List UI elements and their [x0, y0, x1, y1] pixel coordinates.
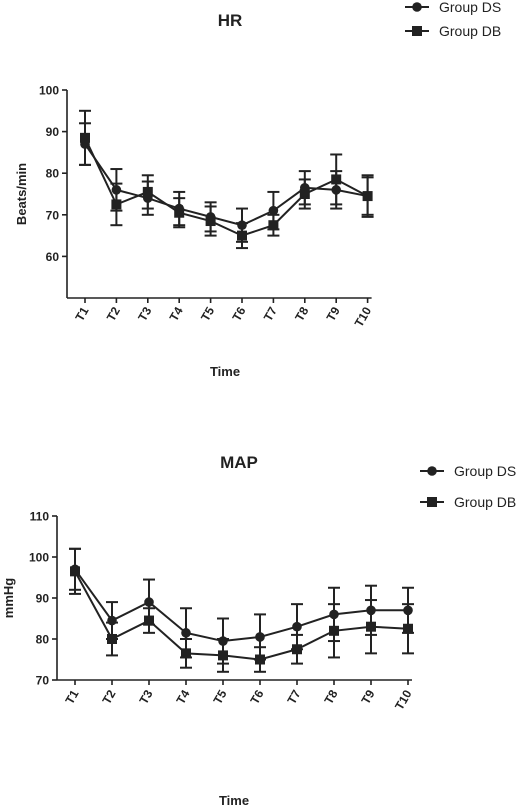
data-point	[181, 648, 191, 659]
x-tick-label: T4	[167, 304, 186, 323]
y-tick-label: 70	[46, 208, 60, 222]
data-point	[292, 644, 302, 655]
y-tick-label: 80	[36, 633, 50, 647]
data-point	[111, 199, 122, 210]
legend: Group DS Group DB	[405, 0, 501, 39]
series-group-db	[69, 547, 414, 673]
x-tick-label: T8	[292, 304, 311, 323]
y-axis-label: Beats/min	[14, 163, 29, 225]
x-tick-label: T6	[247, 687, 266, 706]
x-tick-label: T7	[284, 687, 303, 706]
legend-label: Group DB	[439, 23, 501, 39]
x-tick-label: T3	[135, 304, 154, 323]
x-tick-label: T10	[352, 304, 375, 329]
data-point	[181, 628, 191, 638]
legend-label: Group DS	[454, 463, 516, 479]
data-point	[331, 174, 342, 185]
data-point	[362, 191, 373, 202]
x-tick-label: T1	[62, 687, 81, 706]
legend-label: Group DB	[454, 494, 516, 510]
x-tick-label: T5	[198, 304, 217, 323]
y-tick-label: 90	[46, 125, 60, 139]
data-point	[70, 566, 80, 577]
y-tick-label: 80	[46, 167, 60, 181]
data-point	[329, 625, 339, 636]
legend-marker	[412, 2, 422, 12]
x-tick-label: T8	[321, 687, 340, 706]
x-tick-label: T7	[261, 304, 280, 323]
data-point	[403, 623, 413, 634]
data-point	[107, 634, 117, 644]
data-point	[144, 615, 154, 626]
data-point	[268, 220, 279, 231]
data-point	[299, 189, 310, 199]
legend: Group DS Group DB	[420, 463, 516, 510]
x-axis-label: Time	[210, 364, 240, 379]
y-tick-label: 70	[36, 674, 50, 688]
data-point	[366, 621, 376, 632]
y-tick-label: 60	[46, 250, 60, 264]
data-point	[174, 207, 185, 218]
y-tick-label: 100	[39, 84, 59, 98]
data-point	[255, 632, 265, 642]
chart-hr: HR 60 70 80 90 100 T1 T2 T3 T4 T5 T6 T7 T8 T9 T10 Time Be…	[14, 0, 501, 379]
x-tick-label: T9	[324, 304, 343, 323]
data-point	[142, 186, 153, 197]
x-tick-label: T2	[104, 304, 123, 323]
legend-marker	[427, 497, 437, 507]
x-tick-label: T6	[229, 304, 248, 323]
x-tick-label: T4	[173, 687, 192, 706]
data-point	[80, 132, 90, 143]
series-line	[74, 568, 408, 643]
data-point	[292, 621, 302, 632]
data-point	[218, 650, 228, 661]
legend-label: Group DS	[439, 0, 501, 15]
series-line	[84, 143, 368, 227]
x-tick-label: T2	[99, 687, 118, 706]
y-tick-label: 90	[36, 592, 50, 606]
y-axis-label: mmHg	[1, 578, 16, 619]
data-point	[144, 597, 154, 607]
series-line	[74, 570, 409, 661]
series-group-ds	[69, 547, 414, 665]
x-tick-label: T10	[392, 687, 415, 712]
legend-marker	[412, 26, 422, 36]
y-tick-label: 110	[30, 510, 50, 524]
data-point	[268, 205, 279, 216]
chart-title: HR	[218, 11, 243, 30]
data-point	[237, 230, 247, 241]
legend-marker	[427, 466, 437, 476]
data-point	[205, 216, 216, 227]
x-tick-label: T3	[136, 687, 155, 706]
chart-title: MAP	[220, 453, 258, 472]
x-tick-label: T5	[210, 687, 229, 706]
series-group-db	[79, 109, 374, 250]
x-axis-label: Time	[219, 793, 249, 808]
series-line	[84, 137, 369, 237]
y-tick-label: 100	[29, 551, 49, 565]
x-tick-label: T9	[358, 687, 377, 706]
x-tick-label: T1	[72, 304, 91, 323]
data-point	[255, 654, 265, 665]
chart-map: MAP 70 80 90 100 110 T1 T2 T3 T4 T5 T6 T7 T8 T9 T10 Time…	[1, 453, 516, 808]
